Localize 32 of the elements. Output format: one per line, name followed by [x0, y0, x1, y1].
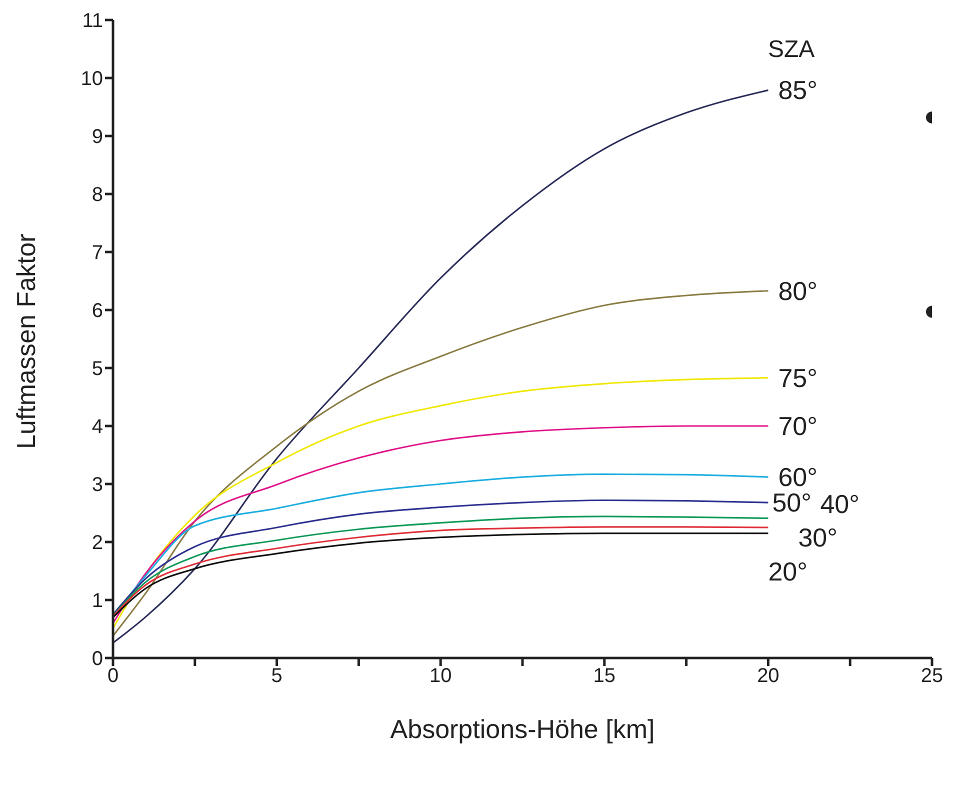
y-tick-label: 3	[92, 474, 103, 496]
y-tick-label: 5	[92, 358, 103, 380]
x-tick-label: 15	[593, 665, 616, 688]
series-label: 80°	[778, 276, 818, 306]
line-series	[113, 89, 769, 644]
x-tick-label: 25	[920, 665, 944, 688]
y-tick-label: 8	[92, 184, 103, 206]
series-label: 85°	[778, 75, 818, 106]
y-tick-label: 1	[92, 590, 103, 612]
line-series	[113, 377, 769, 630]
text: 40°	[820, 489, 860, 520]
line-series	[113, 425, 769, 624]
x-tick-label: 20	[757, 665, 780, 688]
y-tick-label: 9	[92, 126, 103, 148]
line-series	[113, 290, 769, 637]
y-tick-label: 0	[92, 648, 103, 670]
x-tick-label: 10	[429, 665, 452, 688]
x-axis-title: Absorptions-Höhe [km]	[390, 714, 655, 744]
y-tick-label: 10	[80, 68, 103, 90]
x-tick-label: 5	[271, 665, 282, 688]
series-label: 30°	[798, 522, 838, 552]
x-tick-label: 0	[107, 665, 119, 688]
series-label: 20°	[768, 556, 808, 586]
y-tick-label: 11	[82, 10, 103, 32]
series-label: 70°	[778, 411, 818, 441]
y-tick-label: 6	[92, 300, 103, 322]
annotation: SZA	[768, 36, 815, 64]
y-tick-label: 2	[92, 532, 103, 554]
y-tick-label: 4	[92, 416, 103, 438]
series-label: 75°	[778, 362, 818, 393]
y-axis-title: Luftmassen Faktor	[11, 233, 42, 449]
y-tick-label: 7	[92, 242, 103, 264]
